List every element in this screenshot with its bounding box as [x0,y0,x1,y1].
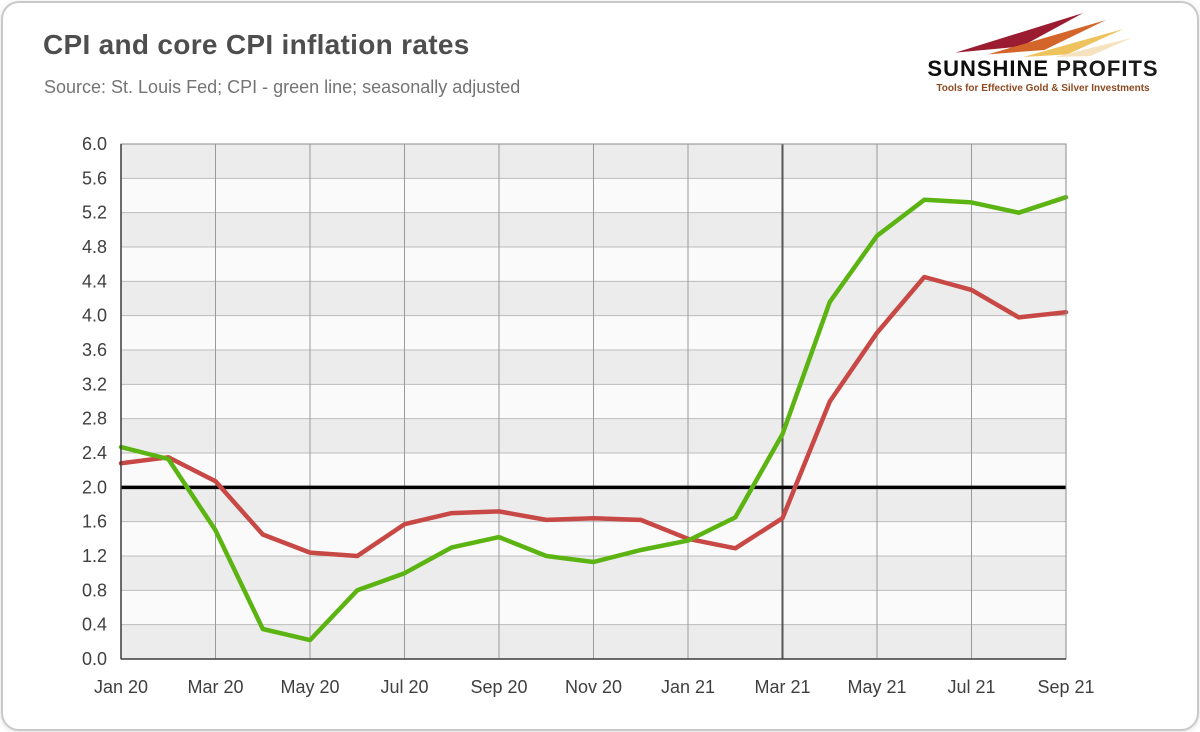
logo-wordmark-secondary: PROFITS [1056,56,1159,81]
svg-text:1.2: 1.2 [82,546,107,566]
svg-text:6.0: 6.0 [82,134,107,154]
svg-text:Nov 20: Nov 20 [565,677,622,697]
svg-text:4.8: 4.8 [82,237,107,257]
svg-text:Jan 20: Jan 20 [94,677,148,697]
sunshine-profits-logo: SUNSHINE PROFITS Tools for Effective Gol… [911,13,1175,94]
logo-tagline: Tools for Effective Gold & Silver Invest… [936,83,1150,95]
svg-text:Sep 21: Sep 21 [1037,677,1094,697]
svg-text:5.2: 5.2 [82,203,107,223]
logo-arrows-icon [955,13,1132,57]
svg-text:2.0: 2.0 [82,477,107,497]
svg-text:0.4: 0.4 [82,615,107,635]
svg-text:Jul 20: Jul 20 [380,677,428,697]
svg-text:Jan 21: Jan 21 [661,677,715,697]
svg-text:2.4: 2.4 [82,443,107,463]
svg-text:2.8: 2.8 [82,409,107,429]
svg-text:May 21: May 21 [847,677,906,697]
svg-text:May 20: May 20 [280,677,339,697]
svg-text:3.2: 3.2 [82,374,107,394]
svg-text:0.8: 0.8 [82,580,107,600]
svg-text:Mar 21: Mar 21 [754,677,810,697]
inflation-line-chart: 0.0 0.4 0.8 1.2 1.6 2.0 2.4 2.8 3.2 3.6 4.0 4.4 4.8 5… [82,134,1095,697]
svg-text:1.6: 1.6 [82,512,107,532]
svg-text:4.4: 4.4 [82,271,107,291]
svg-text:Mar 20: Mar 20 [187,677,243,697]
svg-text:4.0: 4.0 [82,306,107,326]
logo-wordmark: SUNSHINE PROFITS [927,57,1158,80]
svg-text:5.6: 5.6 [82,168,107,188]
svg-text:3.6: 3.6 [82,340,107,360]
svg-text:Jul 21: Jul 21 [947,677,995,697]
svg-text:0.0: 0.0 [82,649,107,669]
chart-source-subtitle: Source: St. Louis Fed; CPI - green line;… [44,77,521,97]
svg-text:Sep 20: Sep 20 [470,677,527,697]
page-title: CPI and core CPI inflation rates [43,29,470,60]
logo-wordmark-primary: SUNSHINE [927,56,1050,81]
